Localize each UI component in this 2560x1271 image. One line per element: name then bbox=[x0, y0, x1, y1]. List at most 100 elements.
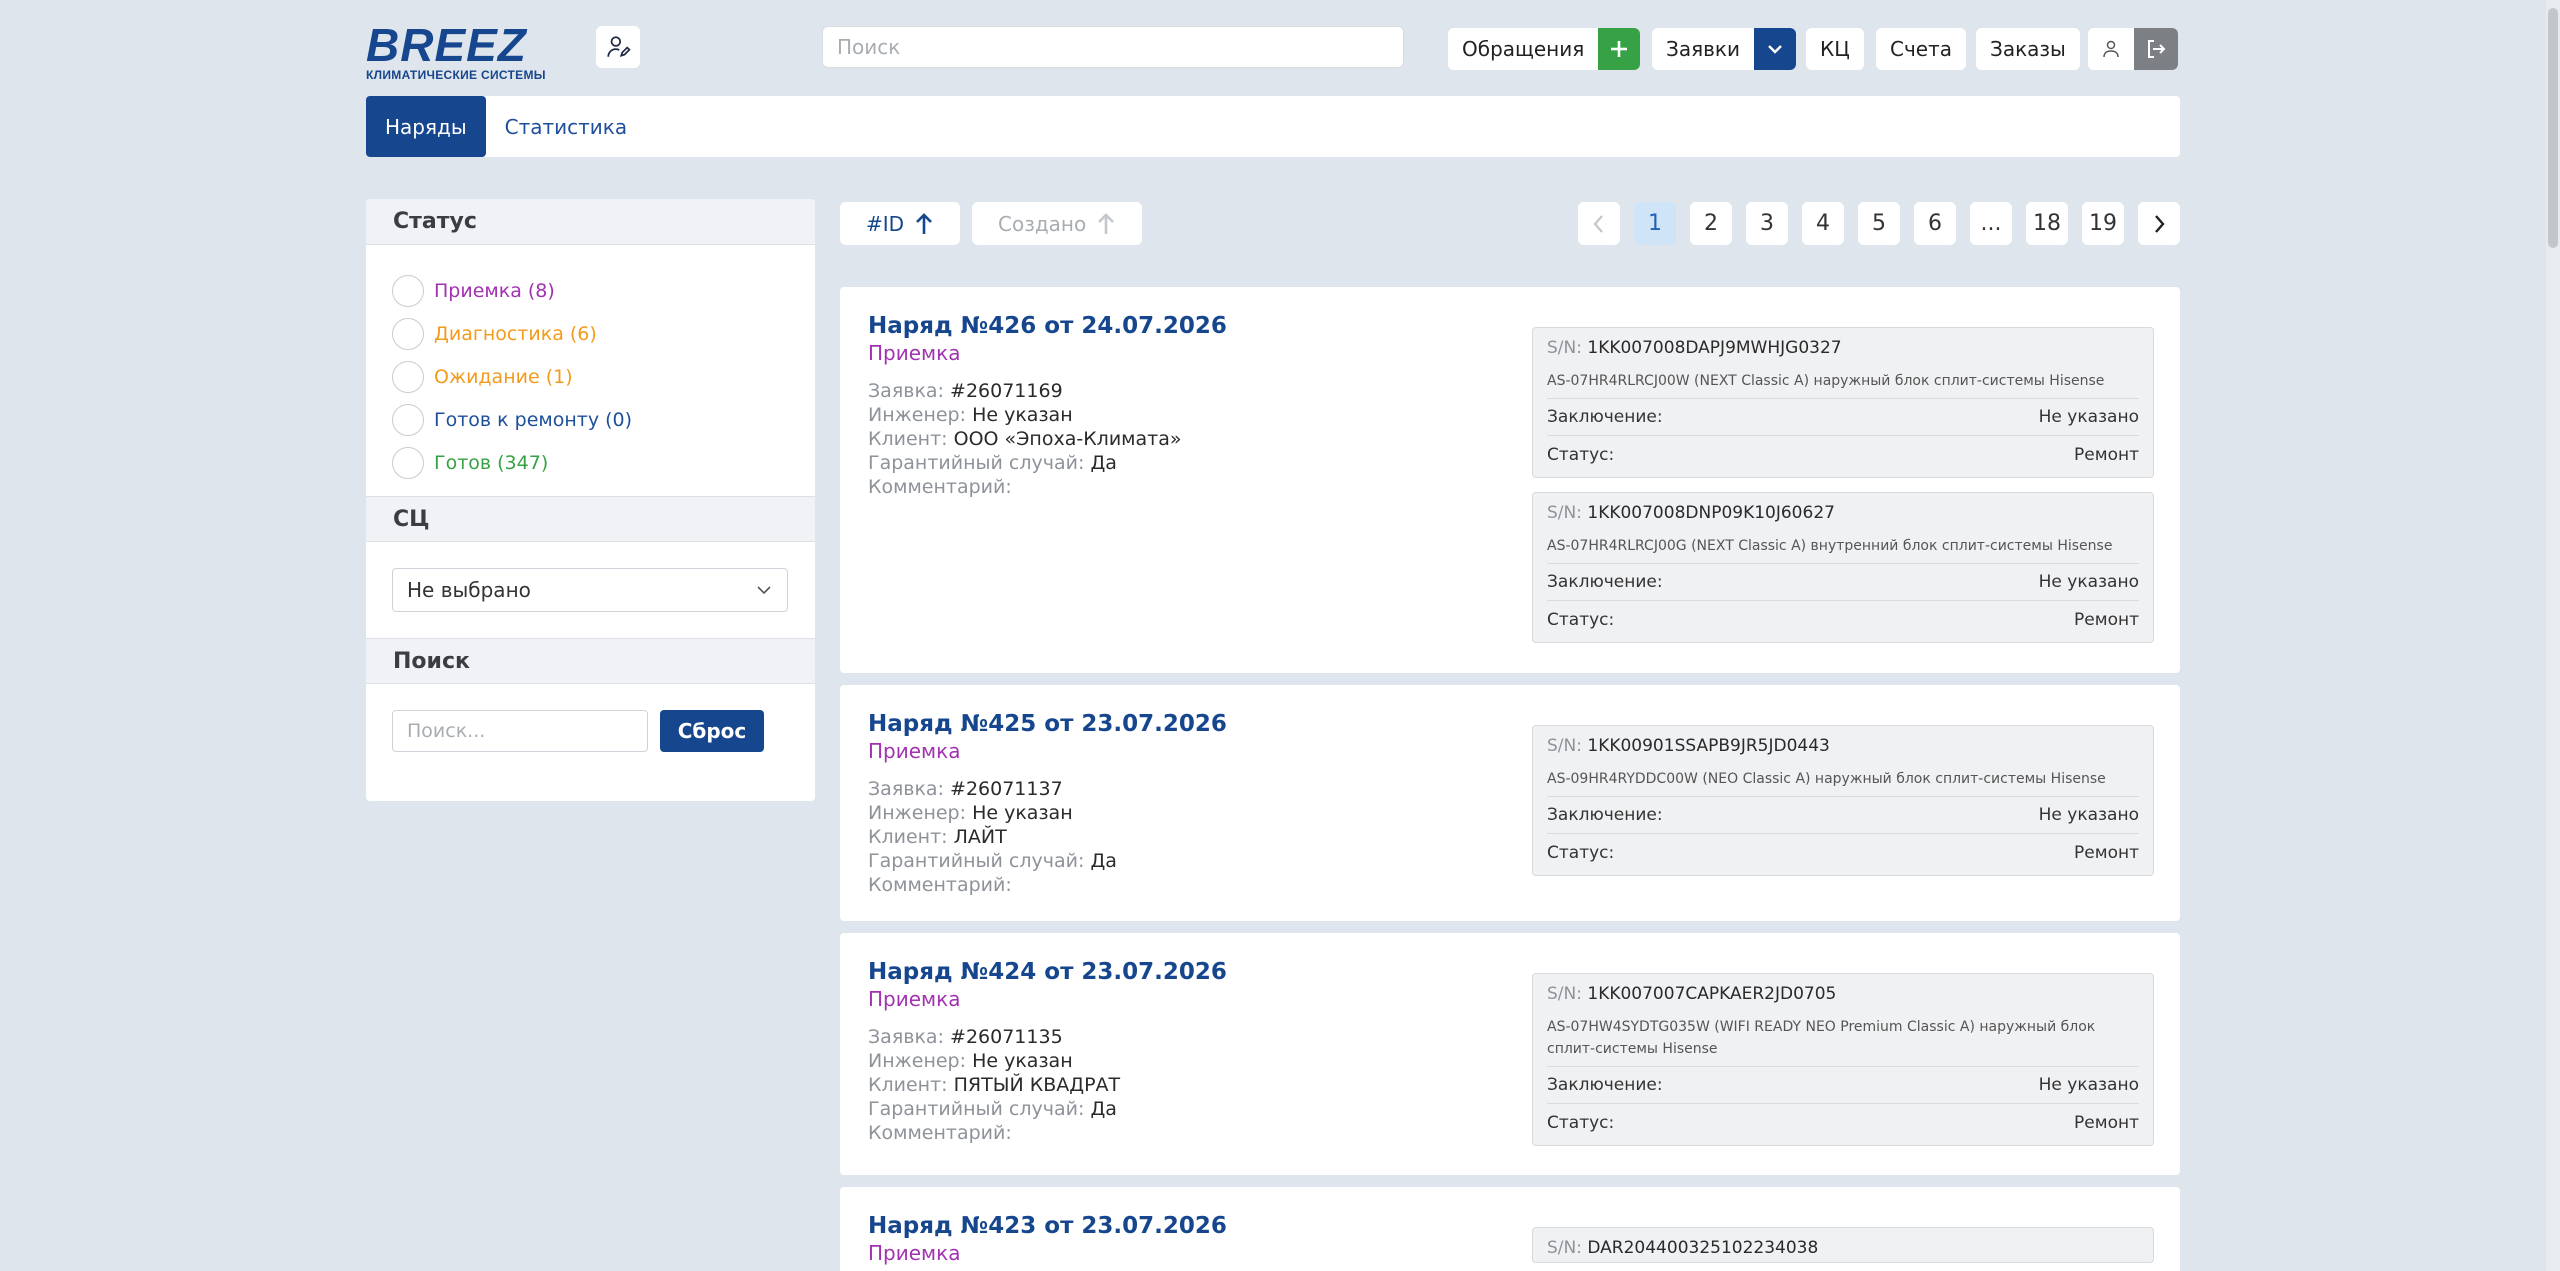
status-filter-item[interactable]: Диагностика (6) bbox=[392, 312, 815, 355]
sn-label: S/N: bbox=[1547, 338, 1582, 358]
order-title[interactable]: Наряд №423 от 23.07.2026 bbox=[868, 1213, 1227, 1239]
order-card[interactable]: Наряд №425 от 23.07.2026 Приемка Заявка:… bbox=[840, 685, 2180, 921]
status-filter-item[interactable]: Готов (347) bbox=[392, 441, 815, 484]
unit-item: S/N: 1KK007007CAPKAER2JD0705 AS-07HW4SYD… bbox=[1532, 973, 2154, 1146]
request-label: Заявка: bbox=[868, 380, 944, 402]
sidebar-search-input[interactable] bbox=[392, 710, 648, 752]
order-title[interactable]: Наряд №425 от 23.07.2026 bbox=[868, 711, 1227, 737]
sn-label: S/N: bbox=[1547, 736, 1582, 756]
comment-label: Комментарий: bbox=[868, 476, 1012, 498]
page-button[interactable]: 18 bbox=[2026, 202, 2068, 245]
page-button[interactable]: 1 bbox=[1634, 202, 1676, 245]
status-radio[interactable] bbox=[392, 446, 424, 479]
status-label: Готов (347) bbox=[434, 451, 549, 474]
status-radio[interactable] bbox=[392, 317, 424, 350]
sort-by-id-button[interactable]: #ID bbox=[840, 202, 961, 245]
user-profile-button[interactable] bbox=[2088, 28, 2134, 70]
sn-label: S/N: bbox=[1547, 1238, 1582, 1258]
order-title[interactable]: Наряд №424 от 23.07.2026 bbox=[868, 959, 1227, 985]
unit-description: AS-07HR4RLRCJ00G (NEXT Classic A) внутре… bbox=[1547, 535, 2139, 564]
engineer-value: Не указан bbox=[972, 404, 1073, 426]
warranty-value: Да bbox=[1090, 850, 1117, 872]
logout-button[interactable] bbox=[2134, 28, 2178, 70]
conclusion-label: Заключение: bbox=[1547, 572, 1663, 592]
unit-status-value: Ремонт bbox=[2074, 1112, 2139, 1133]
order-status: Приемка bbox=[868, 987, 961, 1011]
appeals-button[interactable]: Обращения bbox=[1448, 28, 1599, 70]
unit-status-label: Статус: bbox=[1547, 444, 1615, 465]
pagination: 1 2 3 4 5 6 ... 18 19 bbox=[1578, 202, 2180, 245]
order-title[interactable]: Наряд №426 от 24.07.2026 bbox=[868, 313, 1227, 339]
warranty-value: Да bbox=[1090, 1098, 1117, 1120]
add-appeal-button[interactable] bbox=[1598, 28, 1641, 70]
sn-value: 1KK007008DNP09K10J60627 bbox=[1587, 503, 1835, 523]
status-filter-title: Статус bbox=[366, 199, 815, 245]
page-ellipsis: ... bbox=[1970, 202, 2012, 245]
top-search-input[interactable] bbox=[822, 26, 1404, 68]
unit-description: AS-09HR4RYDDC00W (NEO Classic A) наружны… bbox=[1547, 768, 2139, 797]
requests-group: Заявки bbox=[1652, 28, 1796, 70]
page-button[interactable]: 4 bbox=[1802, 202, 1844, 245]
order-card[interactable]: Наряд №423 от 23.07.2026 Приемка S/N: DA… bbox=[840, 1187, 2180, 1271]
page-button[interactable]: 3 bbox=[1746, 202, 1788, 245]
logo[interactable]: BREEZ КЛИМАТИЧЕСКИЕ СИСТЕМЫ bbox=[366, 22, 546, 82]
status-radio[interactable] bbox=[392, 274, 424, 307]
chevron-down-icon bbox=[1768, 45, 1782, 54]
kc-button[interactable]: КЦ bbox=[1806, 28, 1864, 70]
page-scrollbar[interactable] bbox=[2546, 0, 2560, 1271]
comment-label: Комментарий: bbox=[868, 874, 1012, 896]
sc-filter-title: СЦ bbox=[366, 496, 815, 542]
sn-value: DAR20440032510223403​8 bbox=[1587, 1238, 1819, 1258]
status-filter-list: Приемка (8) Диагностика (6) Ожидание (1)… bbox=[366, 245, 815, 496]
unit-item: S/N: 1KK007008DNP09K10J60627 AS-07HR4RLR… bbox=[1532, 492, 2154, 643]
comment-label: Комментарий: bbox=[868, 1122, 1012, 1144]
logo-subtitle: КЛИМАТИЧЕСКИЕ СИСТЕМЫ bbox=[366, 68, 546, 82]
chevron-left-icon bbox=[1593, 214, 1603, 233]
unit-status-value: Ремонт bbox=[2074, 609, 2139, 630]
status-filter-item[interactable]: Ожидание (1) bbox=[392, 355, 815, 398]
tab-statistics[interactable]: Статистика bbox=[504, 114, 628, 139]
orders-button[interactable]: Заказы bbox=[1976, 28, 2080, 70]
page-button[interactable]: 6 bbox=[1914, 202, 1956, 245]
order-card[interactable]: Наряд №426 от 24.07.2026 Приемка Заявка:… bbox=[840, 287, 2180, 673]
scrollbar-thumb[interactable] bbox=[2548, 8, 2558, 248]
status-filter-item[interactable]: Готов к ремонту (0) bbox=[392, 398, 815, 441]
chevron-down-icon bbox=[757, 586, 771, 595]
tab-orders[interactable]: Наряды bbox=[366, 96, 486, 157]
client-label: Клиент: bbox=[868, 1074, 948, 1096]
engineer-value: Не указан bbox=[972, 1050, 1073, 1072]
sn-value: 1KK007008DAPJ9MWHJG0327 bbox=[1587, 338, 1842, 358]
sc-select[interactable]: Не выбрано bbox=[392, 568, 788, 612]
search-filter-title: Поиск bbox=[366, 638, 815, 684]
unit-status-value: Ремонт bbox=[2074, 444, 2139, 465]
conclusion-label: Заключение: bbox=[1547, 1075, 1663, 1095]
page-button[interactable]: 5 bbox=[1858, 202, 1900, 245]
invoices-button[interactable]: Счета bbox=[1876, 28, 1966, 70]
sc-filter: Не выбрано bbox=[366, 542, 815, 638]
prev-page-button[interactable] bbox=[1578, 202, 1620, 245]
user-icon bbox=[2103, 40, 2119, 58]
requests-dropdown-button[interactable] bbox=[1753, 28, 1796, 70]
sort-by-created-button[interactable]: Создано bbox=[972, 202, 1143, 245]
sn-label: S/N: bbox=[1547, 984, 1582, 1004]
unit-list: S/N: 1KK007008DAPJ9MWHJG0327 AS-07HR4RLR… bbox=[1532, 327, 2154, 657]
order-status: Приемка bbox=[868, 341, 961, 365]
unit-list: S/N: 1KK00901SSAPB9JR5JD0443 AS-09HR4RYD… bbox=[1532, 725, 2154, 890]
page-button[interactable]: 2 bbox=[1690, 202, 1732, 245]
warranty-value: Да bbox=[1090, 452, 1117, 474]
order-card[interactable]: Наряд №424 от 23.07.2026 Приемка Заявка:… bbox=[840, 933, 2180, 1175]
status-radio[interactable] bbox=[392, 403, 424, 436]
conclusion-value: Не указано bbox=[2038, 805, 2139, 825]
engineer-label: Инженер: bbox=[868, 404, 967, 426]
warranty-label: Гарантийный случай: bbox=[868, 1098, 1085, 1120]
arrow-up-icon bbox=[1098, 212, 1115, 234]
page-button[interactable]: 19 bbox=[2082, 202, 2124, 245]
next-page-button[interactable] bbox=[2138, 202, 2180, 245]
status-filter-item[interactable]: Приемка (8) bbox=[392, 269, 815, 312]
request-value: #26071135 bbox=[950, 1026, 1063, 1048]
unit-status-value: Ремонт bbox=[2074, 842, 2139, 863]
profile-edit-button[interactable] bbox=[596, 26, 640, 68]
requests-button[interactable]: Заявки bbox=[1652, 28, 1754, 70]
status-radio[interactable] bbox=[392, 360, 424, 393]
reset-button[interactable]: Сброс bbox=[660, 710, 764, 752]
